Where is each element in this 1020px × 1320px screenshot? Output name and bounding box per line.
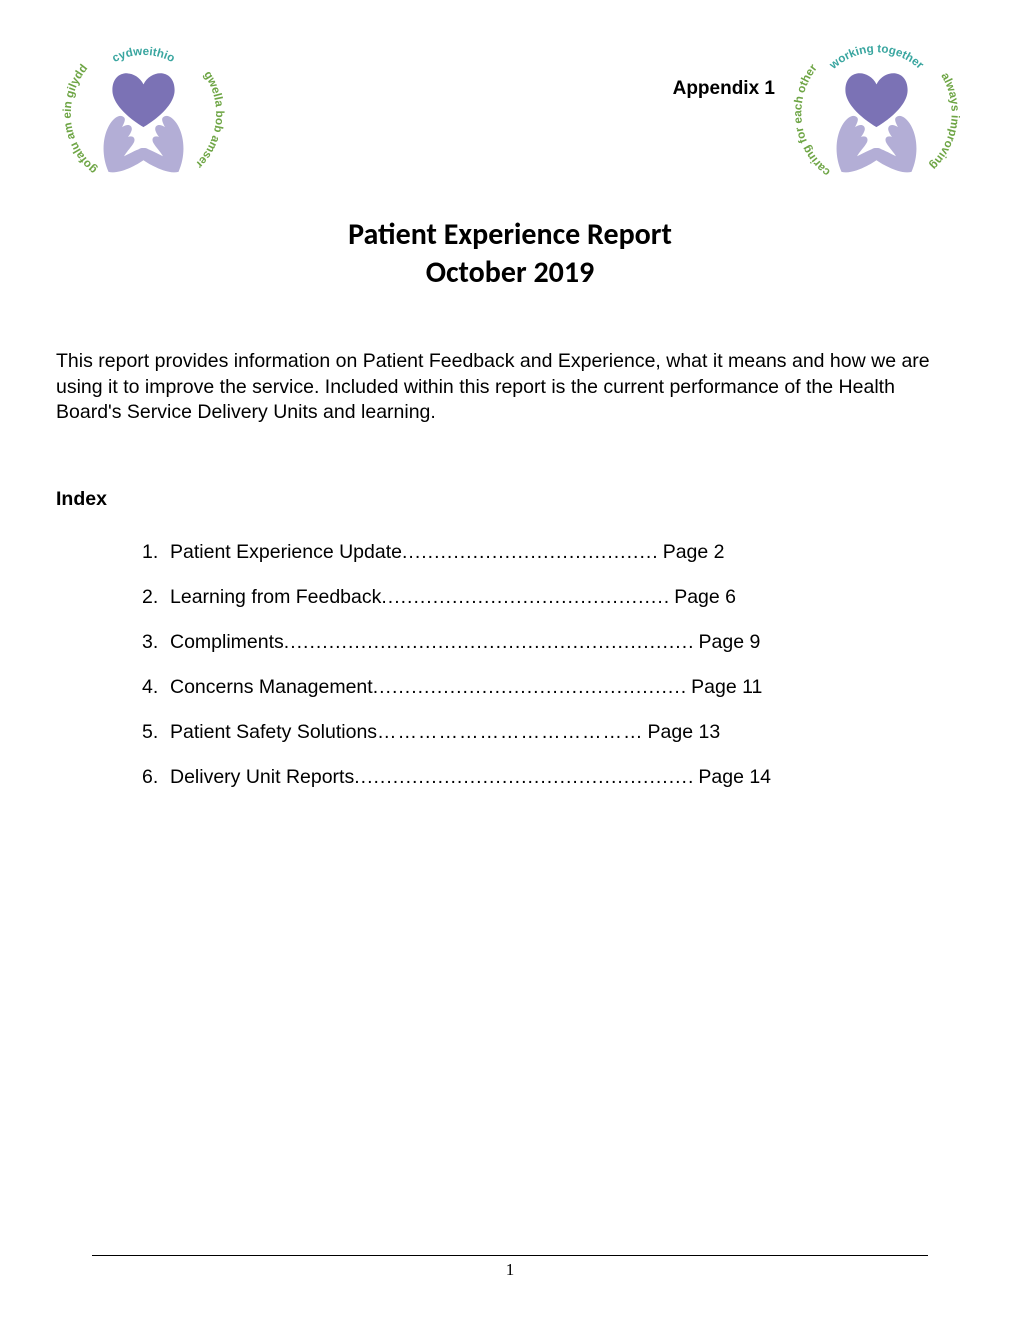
index-page: Page 14 bbox=[694, 766, 771, 789]
logo-text-top: cydweithio bbox=[110, 45, 177, 65]
document-title: Patient Experience Report October 2019 bbox=[56, 216, 964, 291]
index-page: Page 2 bbox=[659, 541, 725, 564]
index-num: 2. bbox=[142, 586, 170, 609]
index-item: 4. Concerns Management .................… bbox=[142, 676, 964, 699]
index-num: 3. bbox=[142, 631, 170, 654]
logo-right: working together caring for each other a… bbox=[789, 26, 964, 201]
title-line-1: Patient Experience Report bbox=[56, 216, 964, 254]
logo-text-top: working together bbox=[826, 42, 926, 72]
index-list: 1. Patient Experience Update ...........… bbox=[142, 541, 964, 789]
index-page: Page 11 bbox=[687, 676, 762, 699]
index-num: 6. bbox=[142, 766, 170, 789]
logo-left: cydweithio gofalu am ein gilydd gwella b… bbox=[56, 26, 231, 201]
logo-text-left: gofalu am ein gilydd bbox=[61, 62, 100, 177]
intro-paragraph: This report provides information on Pati… bbox=[56, 349, 964, 426]
title-line-2: October 2019 bbox=[56, 254, 964, 292]
page-number: 1 bbox=[56, 1260, 964, 1280]
index-heading: Index bbox=[56, 488, 964, 511]
logo-text-right: gwella bob amser bbox=[193, 69, 226, 172]
index-item: 3. Compliments .........................… bbox=[142, 631, 964, 654]
appendix-label: Appendix 1 bbox=[673, 78, 775, 100]
page-footer: 1 bbox=[56, 1255, 964, 1280]
logo-text-left: caring for each other bbox=[791, 61, 832, 179]
index-dots: ........................................… bbox=[381, 586, 670, 609]
index-title: Patient Safety Solutions bbox=[170, 721, 377, 744]
index-title: Learning from Feedback bbox=[170, 586, 381, 609]
index-dots: ........................................… bbox=[373, 676, 687, 699]
index-dots: ........................................… bbox=[284, 631, 695, 654]
logo-text-right: always improving bbox=[927, 70, 962, 172]
index-item: 5. Patient Safety Solutions ………………………………… bbox=[142, 721, 964, 744]
index-num: 1. bbox=[142, 541, 170, 564]
index-title: Concerns Management bbox=[170, 676, 373, 699]
index-page: Page 6 bbox=[670, 586, 736, 609]
appendix-text: Appendix 1 bbox=[673, 78, 775, 99]
index-num: 4. bbox=[142, 676, 170, 699]
index-title: Compliments bbox=[170, 631, 284, 654]
footer-rule bbox=[92, 1255, 928, 1256]
index-title: Delivery Unit Reports bbox=[170, 766, 354, 789]
index-num: 5. bbox=[142, 721, 170, 744]
index-dots: ........................................… bbox=[354, 766, 694, 789]
index-page: Page 13 bbox=[644, 721, 721, 744]
index-item: 1. Patient Experience Update ...........… bbox=[142, 541, 964, 564]
index-item: 6. Delivery Unit Reports ...............… bbox=[142, 766, 964, 789]
index-page: Page 9 bbox=[695, 631, 761, 654]
index-dots: ………………………………… bbox=[377, 721, 644, 744]
index-item: 2. Learning from Feedback ..............… bbox=[142, 586, 964, 609]
index-title: Patient Experience Update bbox=[170, 541, 402, 564]
index-dots: ........................................ bbox=[402, 541, 659, 564]
